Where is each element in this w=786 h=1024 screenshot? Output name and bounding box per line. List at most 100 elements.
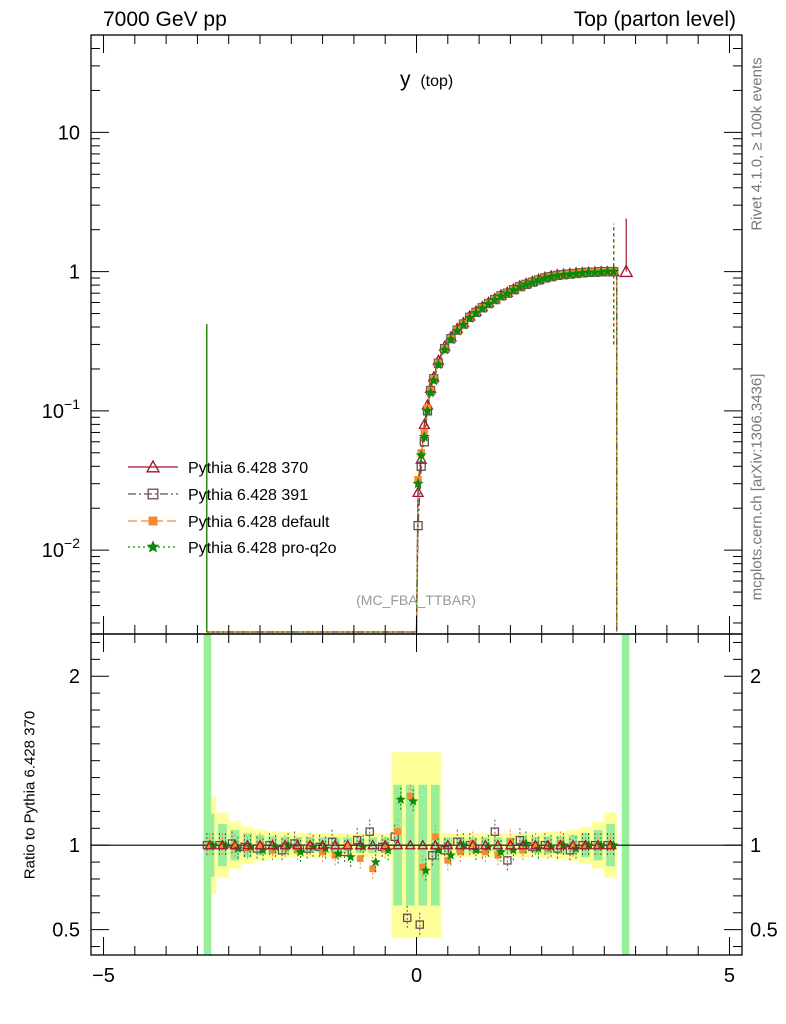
- marker-star: [418, 431, 430, 442]
- main-series-lines: [206, 223, 618, 633]
- marker-star: [608, 265, 620, 277]
- x-tick-label: −5: [92, 965, 115, 987]
- marker-star: [345, 851, 356, 862]
- header-collision-info: 7000 GeV pp: [103, 8, 227, 31]
- marker-star: [415, 449, 427, 460]
- series-line-2: [206, 270, 618, 633]
- marker-filled-square: [148, 516, 158, 526]
- marker-star: [451, 325, 463, 336]
- marker-square: [415, 920, 425, 929]
- marker-filled-square: [481, 848, 489, 856]
- marker-star: [370, 856, 381, 867]
- marker-triangle: [342, 839, 354, 850]
- marker-filled-square: [469, 840, 477, 847]
- marker-filled-square: [431, 833, 439, 841]
- series-line-3: [206, 270, 618, 633]
- marker-triangle: [418, 418, 431, 430]
- marker-triangle: [417, 839, 429, 850]
- marker-star: [421, 405, 433, 416]
- marker-star: [445, 333, 457, 345]
- marker-triangle: [554, 839, 567, 850]
- marker-triangle: [567, 839, 579, 850]
- marker-triangle: [229, 839, 241, 850]
- marker-filled-square: [369, 865, 377, 873]
- marker-filled-square: [494, 851, 502, 859]
- marker-triangle: [529, 839, 542, 850]
- marker-square: [365, 827, 374, 836]
- marker-square: [490, 827, 500, 836]
- marker-star: [295, 846, 306, 857]
- plot-title: y (top): [400, 68, 453, 91]
- main-series-markers: [411, 218, 634, 531]
- marker-triangle: [241, 839, 254, 850]
- marker-triangle: [604, 839, 617, 850]
- plot-title-sub: (top): [420, 73, 453, 90]
- marker-triangle: [492, 839, 504, 850]
- series-line-0: [206, 270, 618, 633]
- marker-triangle: [266, 839, 279, 850]
- marker-triangle: [317, 839, 329, 850]
- marker-star: [457, 319, 469, 330]
- marker-square: [413, 520, 423, 531]
- y-tick-base: 10: [42, 401, 64, 423]
- y-tick-base: 10: [42, 540, 64, 562]
- green-edge-band: [621, 634, 630, 955]
- plot-title-main: y: [400, 68, 411, 91]
- marker-square: [352, 835, 362, 845]
- y-tick-base: 10: [58, 122, 80, 144]
- legend: Pythia 6.428 370 Pythia 6.428 391 Pythia 6…: [128, 459, 337, 557]
- marker-triangle: [379, 839, 391, 850]
- marker-triangle: [367, 839, 379, 850]
- marker-filled-square: [331, 851, 339, 859]
- marker-filled-square: [269, 846, 276, 854]
- marker-square: [515, 835, 525, 845]
- legend-label-1: Pythia 6.428 391: [188, 487, 308, 504]
- marker-filled-square: [319, 848, 326, 856]
- marker-triangle: [404, 839, 416, 850]
- marker-star: [514, 281, 526, 292]
- ratio-y-tick-label-right: 1: [750, 835, 761, 857]
- marker-filled-square: [406, 792, 414, 800]
- marker-triangle: [304, 839, 316, 850]
- ratio-y-tick-label-left: 1: [69, 835, 80, 857]
- ratio-y-tick-label-right: 2: [750, 666, 761, 688]
- y-tick-label: 10: [58, 122, 80, 144]
- marker-star: [495, 846, 506, 857]
- y-tick-label: 10−2: [42, 535, 80, 562]
- marker-triangle: [467, 839, 479, 850]
- marker-star: [425, 386, 437, 398]
- marker-triangle: [145, 459, 161, 473]
- y-tick-label: 10−1: [42, 396, 80, 423]
- ratio-y-tick-label-left: 2: [69, 666, 80, 688]
- marker-filled-square: [256, 841, 264, 849]
- ratio-series-markers: [91, 784, 742, 937]
- green-edge-band: [203, 634, 212, 955]
- marker-square: [416, 461, 426, 471]
- marker-star: [420, 865, 431, 875]
- y-tick-base: 1: [69, 262, 80, 284]
- marker-triangle: [354, 839, 366, 850]
- marker-star: [432, 358, 444, 370]
- header-observable-info: Top (parton level): [573, 8, 736, 31]
- marker-filled-square: [519, 846, 527, 854]
- marker-filled-square: [444, 857, 452, 864]
- marker-triangle: [592, 839, 604, 850]
- marker-filled-square: [281, 843, 289, 851]
- marker-filled-square: [344, 843, 352, 851]
- rivet-version-label: Rivet 4.1.0, ≥ 100k events: [748, 57, 766, 231]
- marker-triangle: [216, 839, 229, 850]
- marker-triangle: [254, 839, 266, 850]
- marker-star: [495, 290, 507, 301]
- x-tick-label: 0: [411, 965, 422, 987]
- marker-triangle: [411, 486, 425, 498]
- legend-label-2: Pythia 6.428 default: [188, 514, 330, 531]
- marker-triangle: [279, 839, 291, 850]
- marker-triangle: [479, 839, 491, 850]
- y-tick-exponent: −1: [64, 396, 80, 412]
- x-tick-label: 5: [724, 965, 735, 987]
- ratio-uncertainty-bands: [203, 634, 630, 955]
- marker-filled-square: [394, 828, 402, 836]
- marker-triangle: [392, 839, 404, 850]
